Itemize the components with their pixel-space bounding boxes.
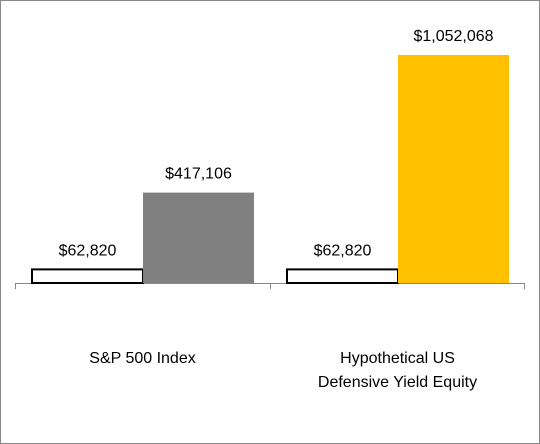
bar	[286, 268, 399, 284]
value-label: $417,106	[165, 166, 232, 183]
value-label: $1,052,068	[413, 28, 493, 45]
x-tick-label: Defensive Yield Equity	[318, 374, 477, 391]
bar	[31, 268, 144, 284]
bar	[143, 192, 254, 283]
value-label: $62,820	[59, 242, 117, 259]
bar	[398, 55, 509, 283]
value-label: $62,820	[314, 242, 372, 259]
x-tick-label: S&P 500 Index	[89, 350, 195, 367]
x-tick-label: Hypothetical US	[340, 350, 455, 367]
